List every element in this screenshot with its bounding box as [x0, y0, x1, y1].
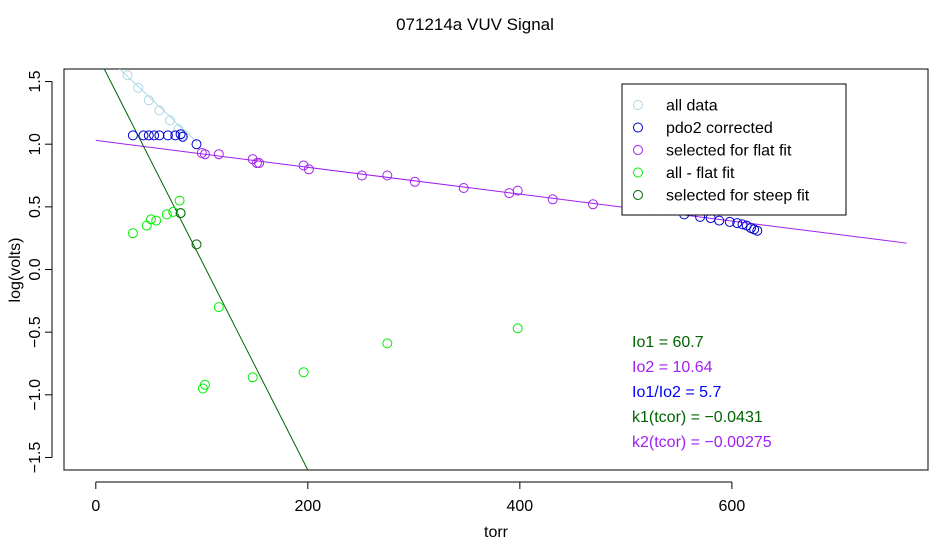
data-point-s3-6 [174, 195, 185, 206]
legend-entry-label: selected for flat fit [666, 143, 792, 160]
data-point-s1-3 [149, 130, 160, 141]
y-tick-label: 1.0 [27, 133, 44, 155]
x-tick-label: 400 [507, 498, 534, 515]
series-trace-0 [118, 69, 197, 143]
data-point-s2-9 [382, 170, 393, 181]
x-tick-label: 600 [719, 498, 746, 515]
annotation-io1: Io1 = 60.7 [632, 334, 704, 351]
legend-entry-label: all data [666, 98, 718, 115]
y-tick-label: 0.5 [27, 196, 44, 218]
y-tick-label: 0.0 [27, 258, 44, 280]
y-axis: −1.5 −1.0 −0.5 0.0 0.5 1.0 1.5 [27, 70, 53, 474]
fit-lines [95, 69, 907, 470]
data-point-s3-9 [200, 379, 210, 390]
data-point-s2-14 [547, 194, 558, 205]
data-point-s1-7 [175, 129, 186, 140]
chart-title: 071214a VUV Signal [396, 15, 554, 34]
legend-marker [633, 190, 643, 200]
data-point-s1-15 [724, 216, 735, 227]
data-point-s1-14 [714, 215, 725, 226]
fit-line-flat [95, 139, 907, 244]
data-point-s0-4 [165, 115, 175, 126]
data-point-s1-16 [732, 218, 743, 229]
y-tick-label: −1.5 [27, 442, 44, 474]
data-point-s1-8 [177, 131, 188, 142]
annotation-k1: k1(tcor) = −0.0431 [632, 409, 763, 426]
data-point-s1-1 [138, 130, 149, 141]
data-point-s2-2 [213, 149, 224, 160]
data-point-s1-21 [752, 225, 763, 236]
legend-marker [633, 100, 643, 110]
data-point-s3-13 [382, 338, 393, 349]
legend-marker [633, 167, 643, 178]
data-point-s3-12 [298, 367, 309, 378]
data-point-s1-5 [162, 130, 173, 141]
data-point-s1-4 [154, 130, 165, 141]
legend-marker [633, 122, 643, 133]
data-point-s3-11 [247, 372, 258, 383]
data-point-s3-0 [127, 228, 138, 239]
data-points [118, 69, 763, 394]
fit-line-steep [103, 69, 309, 470]
y-tick-label: −1.0 [27, 379, 44, 411]
y-tick-label: 1.5 [27, 70, 44, 92]
data-point-s3-3 [151, 215, 162, 226]
x-axis: 0 200 400 600 [91, 481, 746, 515]
legend: all data pdo2 corrected selected for flat … [621, 83, 847, 216]
plot-frame [63, 68, 929, 471]
data-point-s3-4 [161, 209, 172, 220]
data-point-s3-1 [141, 220, 152, 231]
data-point-s2-10 [409, 176, 420, 187]
data-point-s2-1 [200, 149, 210, 160]
data-point-s2-13 [512, 185, 523, 196]
data-point-s3-2 [145, 214, 156, 225]
x-tick-label: 0 [91, 498, 100, 515]
fit-annotations: Io1 = 60.7 Io2 = 10.64 Io1/Io2 = 5.7 k1(… [632, 334, 772, 451]
data-point-s3-10 [213, 302, 224, 313]
data-point-s1-17 [737, 219, 748, 230]
y-axis-label: log(volts) [7, 238, 24, 303]
annotation-io2: Io2 = 10.64 [632, 359, 713, 376]
data-point-s0-1 [133, 82, 144, 93]
legend-entry-label: all - flat fit [666, 165, 735, 182]
data-point-s2-6 [298, 160, 309, 171]
annotation-io-ratio: Io1/Io2 = 5.7 [632, 384, 722, 401]
data-point-s2-11 [458, 183, 469, 193]
data-point-s2-15 [588, 199, 598, 210]
data-point-s3-5 [168, 206, 179, 217]
data-point-s2-5 [254, 158, 265, 168]
legend-entry-label: pdo2 corrected [666, 120, 773, 137]
data-point-s0-3 [154, 105, 165, 116]
data-point-s4-1 [191, 239, 202, 250]
x-axis-label: torr [484, 524, 509, 541]
data-point-s2-8 [356, 170, 367, 181]
data-point-s1-9 [191, 139, 202, 150]
data-point-s4-0 [175, 208, 186, 219]
legend-box [621, 83, 847, 216]
annotation-k2: k2(tcor) = −0.00275 [632, 434, 772, 451]
data-point-s1-2 [143, 130, 154, 141]
data-point-s2-7 [303, 164, 314, 175]
data-point-s1-0 [127, 130, 138, 141]
legend-entry-label: selected for steep fit [666, 188, 810, 205]
data-point-s2-4 [251, 158, 262, 168]
data-point-s0-2 [143, 95, 154, 106]
data-point-s0-0 [122, 70, 133, 81]
legend-marker [633, 145, 643, 155]
data-point-s1-6 [170, 130, 181, 141]
data-point-s3-14 [512, 323, 523, 334]
y-tick-label: −0.5 [27, 316, 44, 348]
x-tick-label: 200 [294, 498, 321, 515]
